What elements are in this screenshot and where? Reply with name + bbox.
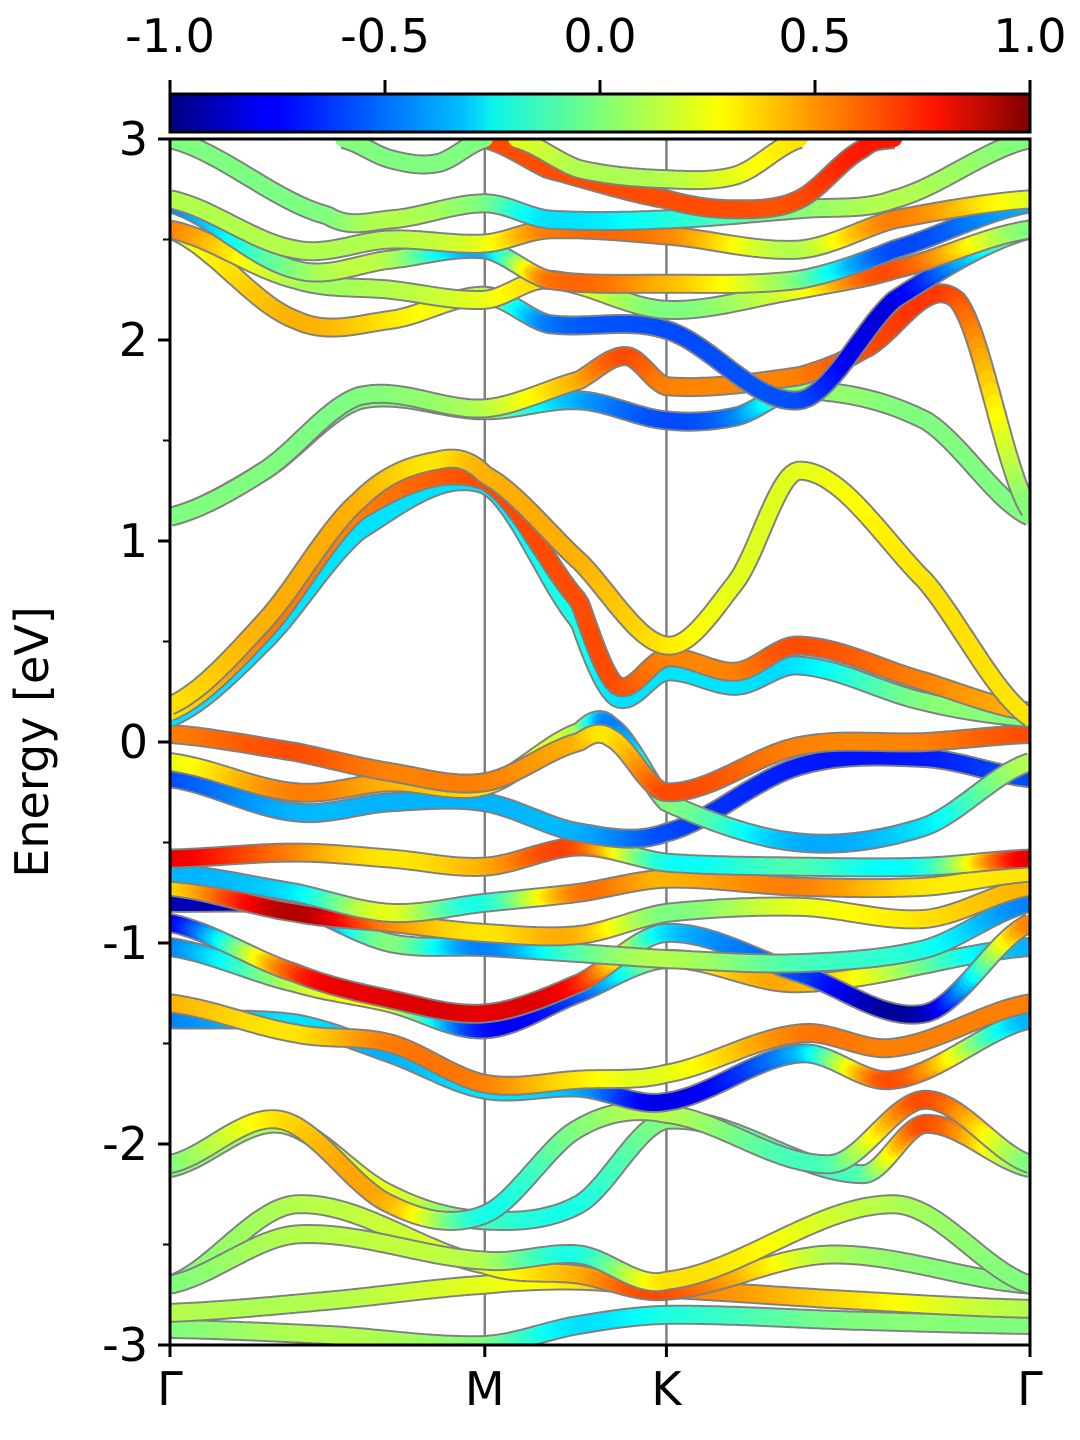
colorbar-tick-label: 1.0 (993, 9, 1066, 63)
colorbar: -1.0 -0.5 0.0 0.5 1.0 (125, 9, 1067, 134)
colorbar-gradient (168, 92, 1032, 134)
band-3 (170, 1194, 1030, 1302)
band-8 (170, 993, 1030, 1096)
band-4 (170, 1194, 1030, 1295)
bands (170, 139, 1030, 1345)
band-17 (170, 723, 1030, 803)
band-12 (170, 876, 1030, 947)
colorbar-tick-label: 0.0 (563, 9, 636, 63)
band-13 (170, 862, 1030, 924)
band-1 (170, 1304, 1030, 1345)
band-14 (170, 836, 1030, 878)
colorbar-tick-label: 0.5 (778, 9, 851, 63)
colorbar-tick-label: -0.5 (340, 9, 430, 63)
colorbar-ticks: -1.0 -0.5 0.0 0.5 1.0 (125, 9, 1067, 94)
colorbar-tick-label: -1.0 (125, 9, 215, 63)
